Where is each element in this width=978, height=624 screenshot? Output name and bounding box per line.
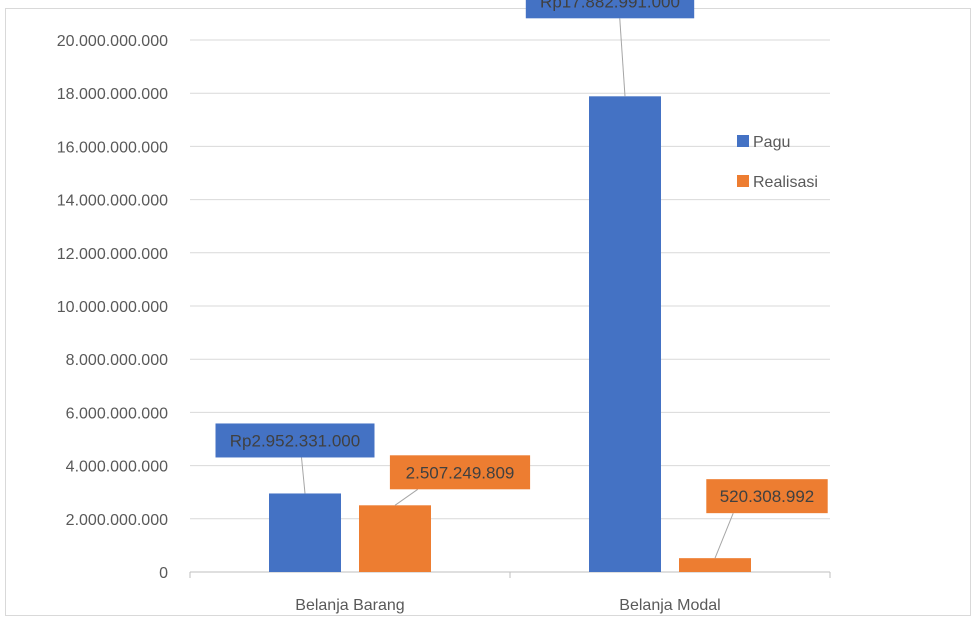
data-label-leader-line	[619, 18, 626, 97]
data-label: 520.308.992	[720, 487, 815, 506]
x-axis-tick-labels: Belanja Barang Belanja Modal	[189, 572, 831, 614]
legend-swatch-realisasi	[737, 175, 749, 187]
data-label-leader-line	[394, 488, 419, 506]
y-tick-label: 8.000.000.000	[66, 352, 168, 369]
bars	[269, 96, 751, 572]
data-labels: Rp2.952.331.000 Rp17.882.991.000 2.507.249…	[215, 0, 828, 559]
legend: Pagu Realisasi	[737, 134, 818, 191]
bar-realisasi	[679, 558, 751, 572]
y-tick-label: 6.000.000.000	[66, 405, 168, 422]
legend-swatch-pagu	[737, 135, 749, 147]
y-tick-label: 20.000.000.000	[57, 33, 168, 50]
data-label: Rp2.952.331.000	[230, 431, 360, 450]
chart-frame	[5, 8, 971, 616]
y-tick-label: 18.000.000.000	[57, 86, 168, 103]
x-tick-label: Belanja Barang	[295, 597, 404, 614]
data-label-box	[389, 455, 531, 490]
bar-realisasi	[359, 505, 431, 572]
data-label-box	[215, 423, 375, 458]
bar-pagu	[589, 96, 661, 572]
bar-pagu	[269, 493, 341, 572]
data-label: 2.507.249.809	[406, 463, 515, 482]
y-tick-label: 2.000.000.000	[66, 512, 168, 529]
y-tick-label: 14.000.000.000	[57, 193, 168, 210]
y-tick-label: 10.000.000.000	[57, 299, 168, 316]
legend-label: Realisasi	[753, 174, 818, 191]
data-label: Rp17.882.991.000	[540, 0, 680, 11]
y-tick-label: 12.000.000.000	[57, 246, 168, 263]
data-label-box	[706, 479, 828, 514]
x-tick-label: Belanja Modal	[619, 597, 720, 614]
data-label-leader-line	[714, 512, 734, 559]
y-tick-label: 4.000.000.000	[66, 459, 168, 476]
data-label-box	[525, 0, 695, 19]
legend-label: Pagu	[753, 134, 790, 151]
y-tick-label: 16.000.000.000	[57, 139, 168, 156]
y-tick-label: 0	[159, 565, 168, 582]
y-axis-tick-labels: 0 2.000.000.000 4.000.000.000 6.000.000.000…	[57, 33, 168, 582]
data-label-leader-line	[301, 457, 306, 494]
